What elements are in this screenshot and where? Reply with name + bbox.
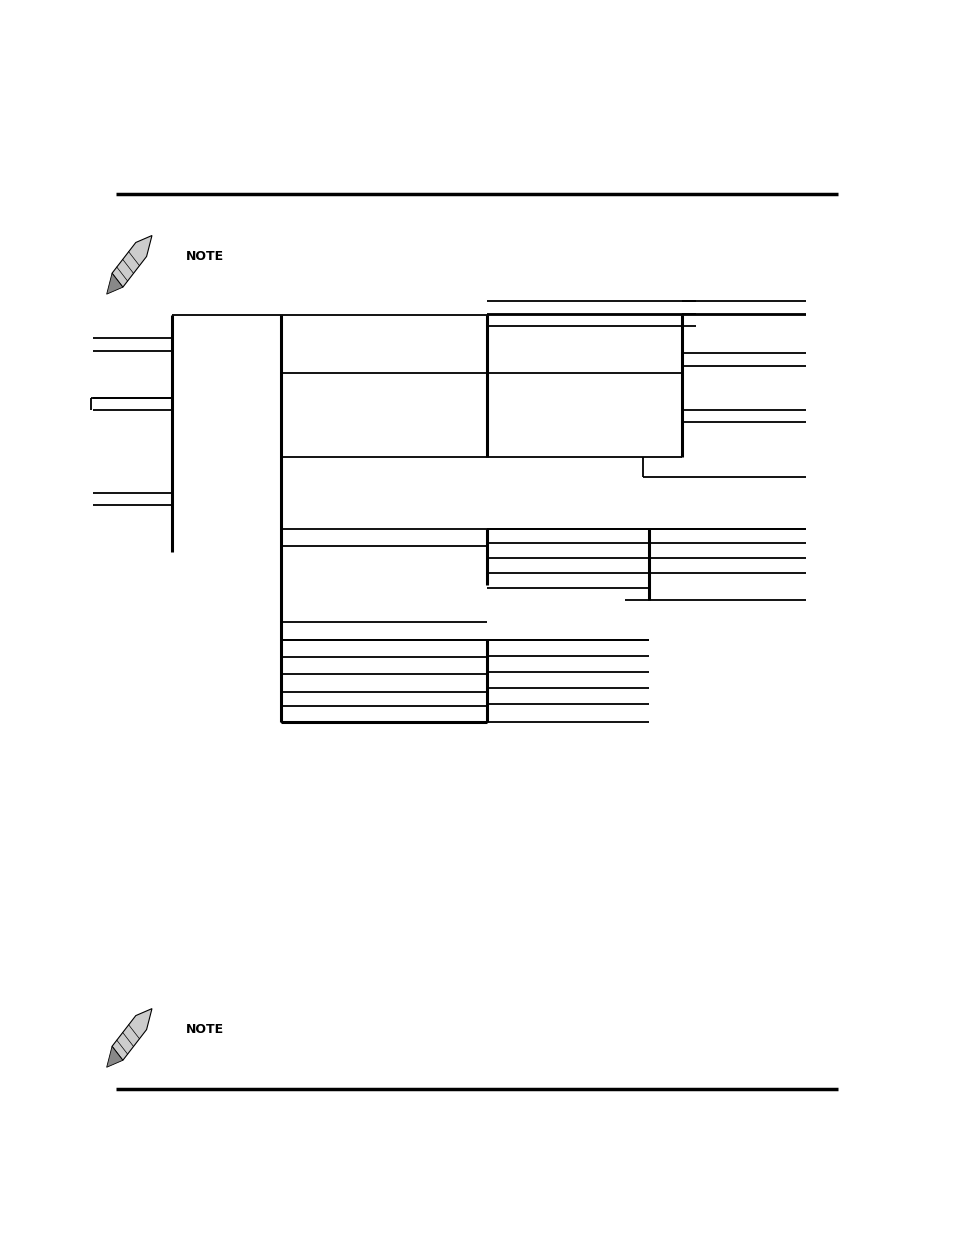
Polygon shape bbox=[107, 273, 123, 294]
Polygon shape bbox=[112, 1009, 152, 1061]
Polygon shape bbox=[112, 236, 152, 288]
Polygon shape bbox=[107, 1046, 123, 1067]
Text: NOTE: NOTE bbox=[186, 1024, 224, 1036]
Text: NOTE: NOTE bbox=[186, 251, 224, 263]
